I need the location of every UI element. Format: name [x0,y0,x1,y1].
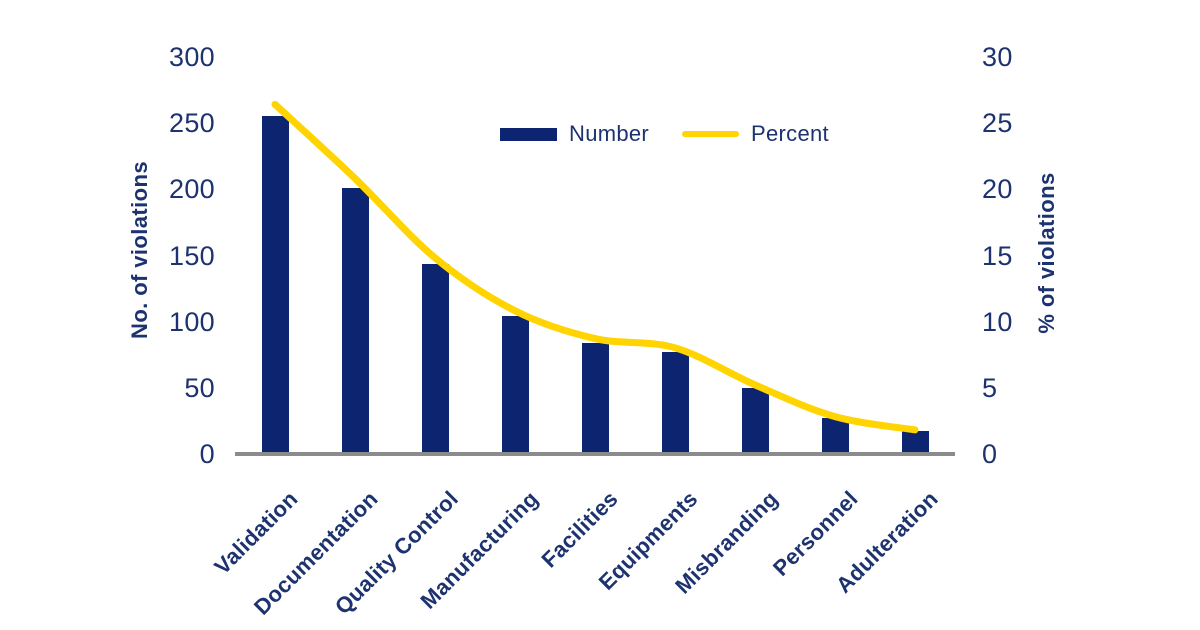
right-tick-label: 25 [982,108,1013,139]
left-tick-label: 300 [169,42,215,72]
right-axis-title: % of violations [1034,172,1059,334]
right-tick-label: 5 [982,372,998,403]
right-tick-label: 0 [982,439,998,469]
right-tick-label: 30 [982,42,1013,72]
bar-validation [261,116,289,455]
bar-facilities [581,342,609,455]
left-tick-label: 200 [169,174,215,205]
bar-manufacturing [501,316,529,455]
bar-misbranding [741,387,769,455]
left-tick-label: 150 [169,240,215,271]
legend-number-label: Number [569,121,650,146]
right-tick-label: 20 [982,174,1013,205]
left-tick-label: 50 [184,372,215,403]
legend-number-swatch [500,127,557,141]
bar-personnel [821,417,849,455]
left-tick-label: 250 [169,108,215,139]
bar-documentation [341,187,369,455]
right-tick-label: 15 [982,240,1013,271]
legend-percent-label: Percent [751,121,829,146]
legend: Number Percent [500,121,829,147]
left-tick-label: 0 [199,439,215,469]
x-axis-line [235,452,955,456]
right-tick-label: 10 [982,306,1013,337]
bar-quality-control [421,264,449,455]
bar-adulteration [901,431,929,455]
left-tick-label: 100 [169,306,215,337]
legend-percent-swatch [682,131,740,137]
bar-equipments [661,351,689,455]
